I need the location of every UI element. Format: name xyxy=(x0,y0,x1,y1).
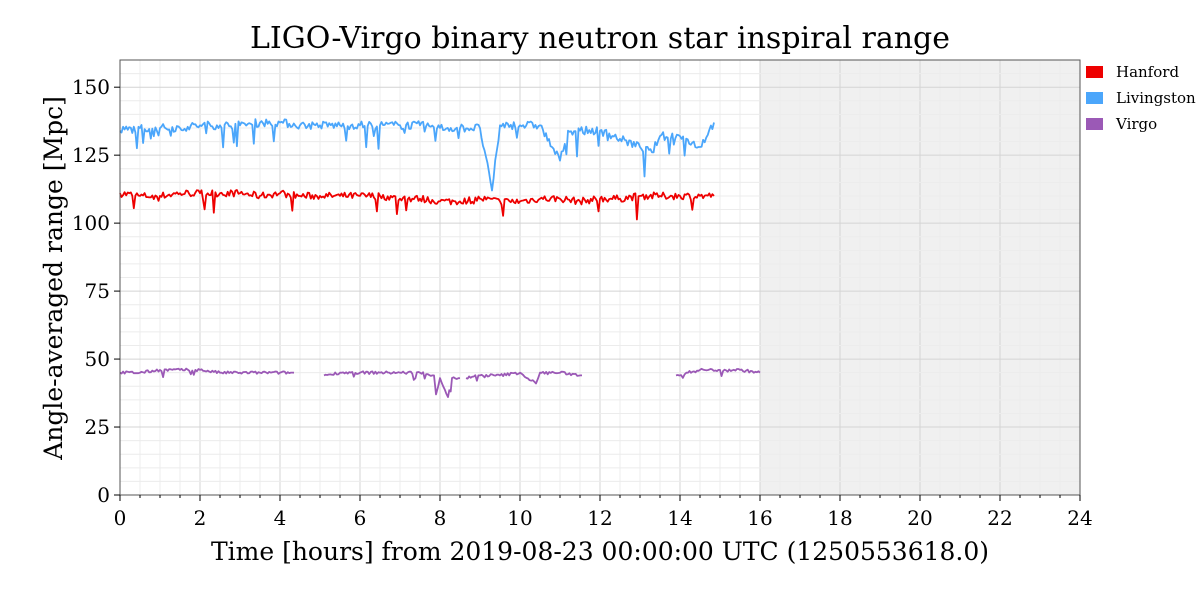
x-tick-label: 24 xyxy=(1067,506,1092,530)
hanford-legend-swatch xyxy=(1086,66,1103,78)
virgo-legend-label: Virgo xyxy=(1115,115,1157,133)
y-tick-label: 100 xyxy=(72,211,110,235)
x-tick-label: 12 xyxy=(587,506,612,530)
x-tick-label: 18 xyxy=(827,506,852,530)
x-tick-label: 4 xyxy=(274,506,287,530)
livingston-legend-swatch xyxy=(1086,92,1103,104)
x-tick-label: 0 xyxy=(114,506,127,530)
x-axis-label: Time [hours] from 2019-08-23 00:00:00 UT… xyxy=(211,537,989,566)
x-tick-label: 16 xyxy=(747,506,772,530)
virgo-legend-swatch xyxy=(1086,118,1103,130)
x-tick-label: 8 xyxy=(434,506,447,530)
x-tick-label: 2 xyxy=(194,506,207,530)
livingston-series-line xyxy=(119,118,715,192)
y-axis-label: Angle-averaged range [Mpc] xyxy=(39,96,68,461)
y-tick-label: 125 xyxy=(72,143,110,167)
hanford-legend-label: Hanford xyxy=(1116,63,1179,81)
y-tick-label: 0 xyxy=(97,483,110,507)
x-tick-label: 20 xyxy=(907,506,932,530)
x-tick-label: 14 xyxy=(667,506,692,530)
virgo-series-line xyxy=(323,370,461,398)
y-tick-label: 25 xyxy=(85,415,110,439)
y-tick-label: 150 xyxy=(72,75,110,99)
virgo-series-line xyxy=(119,367,295,378)
virgo-series-line xyxy=(675,367,761,379)
virgo-series-line xyxy=(465,370,582,385)
chart-title: LIGO-Virgo binary neutron star inspiral … xyxy=(250,21,950,56)
x-tick-label: 22 xyxy=(987,506,1012,530)
x-tick-label: 10 xyxy=(507,506,532,530)
series-lines xyxy=(119,118,761,398)
x-tick-label: 6 xyxy=(354,506,367,530)
y-tick-label: 75 xyxy=(85,279,110,303)
y-tick-label: 50 xyxy=(85,347,110,371)
livingston-legend-label: Livingston xyxy=(1116,89,1196,107)
legend: Hanford Livingston Virgo xyxy=(1086,63,1196,133)
hanford-series-line xyxy=(119,189,715,221)
